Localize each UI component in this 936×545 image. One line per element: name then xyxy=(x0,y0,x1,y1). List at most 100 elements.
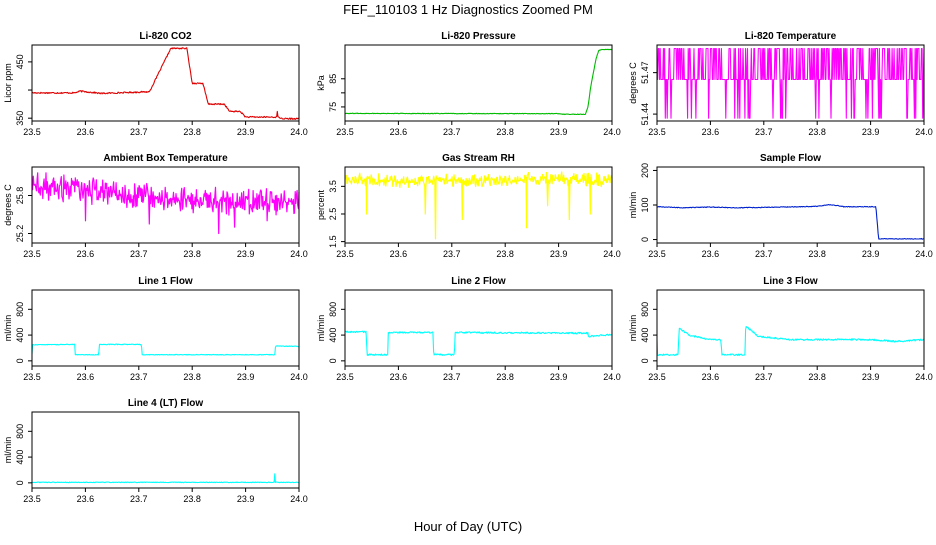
y-axis-label: Licor ppm xyxy=(3,63,13,103)
x-tick-label: 23.8 xyxy=(496,127,514,137)
y-tick-label: 1.5 xyxy=(328,235,338,248)
x-tick-label: 24.0 xyxy=(603,372,621,382)
x-tick-label: 23.7 xyxy=(443,372,461,382)
plot-frame xyxy=(31,289,300,367)
plot-frame xyxy=(31,411,300,489)
x-tick-label: 23.6 xyxy=(77,249,95,259)
data-series-line xyxy=(31,47,300,120)
plot-frame xyxy=(656,289,925,367)
y-axis-label: ml/min xyxy=(316,315,326,342)
x-tick-label: 23.8 xyxy=(496,249,514,259)
x-tick-label: 24.0 xyxy=(915,249,933,259)
y-axis-label: ml/min xyxy=(628,315,638,342)
y-axis-label: ml/min xyxy=(3,437,13,464)
x-tick-label: 23.5 xyxy=(336,127,354,137)
y-tick-label: 400 xyxy=(15,328,25,343)
plot-frame xyxy=(656,44,925,122)
panel-2: Li-820 Temperature degrees C 23.5 23.6 23.7 2… xyxy=(628,31,933,137)
y-axis-label: degrees C xyxy=(3,184,13,226)
panel-4: Gas Stream RH percent 23.5 23.6 23.7 23.8 23.9… xyxy=(316,153,621,259)
x-tick-label: 24.0 xyxy=(290,494,308,504)
y-tick-label: 0 xyxy=(640,358,650,363)
x-tick-label: 23.5 xyxy=(23,494,41,504)
y-tick-label: 51.44 xyxy=(640,103,650,126)
x-tick-label: 24.0 xyxy=(603,249,621,259)
y-tick-label: 75 xyxy=(328,102,338,112)
y-tick-label: 25.2 xyxy=(15,225,25,243)
x-tick-label: 23.6 xyxy=(77,372,95,382)
y-tick-label: 200 xyxy=(640,163,650,178)
y-tick-label: 100 xyxy=(640,197,650,212)
x-tick-label: 23.6 xyxy=(77,127,95,137)
x-tick-label: 23.9 xyxy=(237,249,255,259)
x-tick-label: 23.9 xyxy=(550,249,568,259)
x-tick-label: 23.7 xyxy=(130,249,148,259)
plot-frame xyxy=(344,166,613,244)
panel-title: Line 3 Flow xyxy=(763,276,818,287)
x-tick-label: 23.7 xyxy=(443,127,461,137)
x-tick-label: 23.5 xyxy=(648,127,666,137)
y-axis-label: ml/min xyxy=(3,315,13,342)
x-tick-label: 23.5 xyxy=(23,127,41,137)
data-series-line xyxy=(344,330,613,356)
x-tick-label: 23.7 xyxy=(755,372,773,382)
x-tick-label: 23.8 xyxy=(496,372,514,382)
y-tick-label: 800 xyxy=(15,302,25,317)
x-tick-label: 23.5 xyxy=(23,249,41,259)
x-tick-label: 23.6 xyxy=(77,494,95,504)
x-tick-label: 24.0 xyxy=(915,127,933,137)
x-tick-label: 23.8 xyxy=(183,372,201,382)
y-tick-label: 400 xyxy=(15,450,25,465)
y-tick-label: 25.8 xyxy=(15,187,25,205)
x-tick-label: 24.0 xyxy=(603,127,621,137)
plot-frame xyxy=(656,166,925,244)
panel-title: Ambient Box Temperature xyxy=(103,153,228,164)
y-tick-label: 0 xyxy=(15,480,25,485)
figure-xlabel: Hour of Day (UTC) xyxy=(414,519,522,534)
x-tick-label: 23.8 xyxy=(808,372,826,382)
x-tick-label: 24.0 xyxy=(915,372,933,382)
panel-9: Line 4 (LT) Flow ml/min 23.5 23.6 23.7 23.8 23… xyxy=(3,398,308,504)
plot-frame xyxy=(31,166,300,244)
plot-frame xyxy=(344,289,613,367)
x-tick-label: 23.7 xyxy=(130,127,148,137)
x-tick-label: 23.9 xyxy=(550,372,568,382)
y-axis-label: percent xyxy=(316,189,326,220)
x-tick-label: 23.7 xyxy=(755,249,773,259)
x-tick-label: 23.8 xyxy=(183,127,201,137)
x-tick-label: 24.0 xyxy=(290,249,308,259)
x-tick-label: 23.7 xyxy=(443,249,461,259)
x-tick-label: 23.9 xyxy=(237,494,255,504)
y-tick-label: 0 xyxy=(328,358,338,363)
x-tick-label: 23.5 xyxy=(648,372,666,382)
x-tick-label: 23.9 xyxy=(862,372,880,382)
y-tick-label: 400 xyxy=(640,328,650,343)
y-tick-label: 400 xyxy=(328,328,338,343)
y-tick-label: 800 xyxy=(640,302,650,317)
x-tick-label: 23.6 xyxy=(702,127,720,137)
x-tick-label: 23.9 xyxy=(862,127,880,137)
plot-frame xyxy=(344,44,613,122)
data-series-line xyxy=(31,343,300,356)
data-series-line xyxy=(31,473,300,484)
x-tick-label: 23.8 xyxy=(183,249,201,259)
panel-3: Ambient Box Temperature degrees C 23.5 23.6… xyxy=(3,153,308,259)
x-tick-label: 23.8 xyxy=(808,249,826,259)
panel-title: Li-820 Temperature xyxy=(745,31,837,42)
x-tick-label: 23.8 xyxy=(183,494,201,504)
y-axis-label: degrees C xyxy=(628,62,638,104)
x-tick-label: 23.6 xyxy=(702,249,720,259)
x-tick-label: 23.6 xyxy=(390,249,408,259)
x-tick-label: 23.9 xyxy=(237,127,255,137)
x-tick-label: 24.0 xyxy=(290,127,308,137)
panel-title: Li-820 Pressure xyxy=(441,31,516,42)
x-tick-label: 23.6 xyxy=(390,127,408,137)
x-tick-label: 23.9 xyxy=(862,249,880,259)
panel-6: Line 1 Flow ml/min 23.5 23.6 23.7 23.8 23.9 24.… xyxy=(3,276,308,382)
figure-title: FEF_110103 1 Hz Diagnostics Zoomed PM xyxy=(343,2,593,17)
x-tick-label: 23.6 xyxy=(390,372,408,382)
data-series-line xyxy=(344,48,613,116)
panel-title: Gas Stream RH xyxy=(442,153,515,164)
x-tick-label: 24.0 xyxy=(290,372,308,382)
